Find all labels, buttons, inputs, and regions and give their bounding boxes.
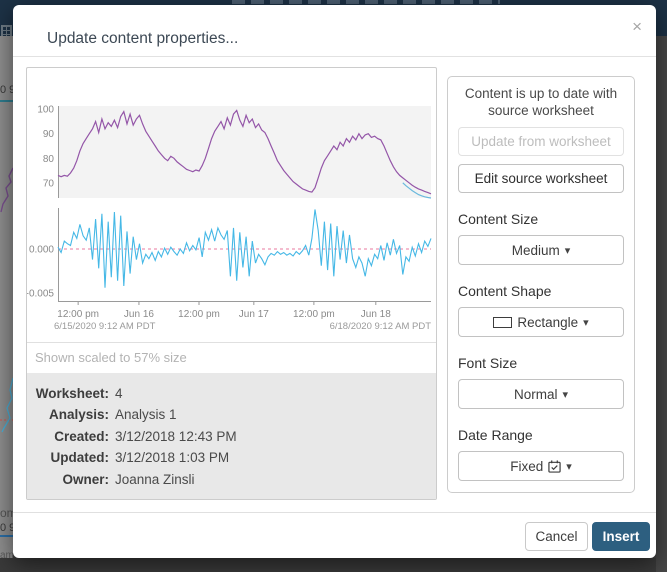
font-size-value: Normal bbox=[513, 386, 558, 402]
background-text-fragment: 0 9 bbox=[0, 84, 13, 96]
rectangle-icon bbox=[493, 316, 513, 328]
metadata-label: Worksheet: bbox=[35, 386, 109, 401]
content-size-value: Medium bbox=[511, 242, 560, 258]
font-size-label: Font Size bbox=[458, 355, 518, 371]
metadata-value: Joanna Zinsli bbox=[115, 471, 195, 487]
metadata-label: Created: bbox=[54, 428, 109, 444]
metadata-row: Created: 3/12/2018 12:43 PM bbox=[27, 426, 436, 447]
svg-text:12:00 pm: 12:00 pm bbox=[57, 309, 99, 320]
svg-text:80: 80 bbox=[43, 154, 55, 165]
metadata-value: 3/12/2018 12:43 PM bbox=[115, 428, 237, 444]
metadata-row: Analysis: Analysis 1 bbox=[27, 404, 436, 425]
calendar-check-icon bbox=[548, 459, 561, 473]
date-range-label: Date Range bbox=[458, 427, 533, 443]
update-content-properties-dialog: Update content properties... × 100 90 80 70… bbox=[13, 5, 656, 558]
metadata-row: Updated: 3/12/2018 1:03 PM bbox=[27, 447, 436, 468]
svg-text:6/18/2020 9:12 AM PDT: 6/18/2020 9:12 AM PDT bbox=[330, 321, 432, 332]
background-chart-fragment bbox=[0, 167, 13, 213]
scaled-note: Shown scaled to 57% size bbox=[27, 342, 436, 373]
worksheet-preview-panel: 100 90 80 70 0.000 -0.005 12:00 pm Jun 16 12:00 … bbox=[26, 67, 437, 500]
background-page-strip: 0 9 om 0 9 am bbox=[0, 36, 13, 560]
background-text-fragment: am bbox=[0, 550, 13, 560]
header-divider bbox=[13, 56, 656, 57]
svg-text:70: 70 bbox=[43, 178, 55, 189]
sync-status-text: Content is up to date with source worksh… bbox=[464, 86, 618, 118]
date-range-value: Fixed bbox=[510, 458, 544, 474]
chevron-down-icon: ▾ bbox=[562, 388, 569, 401]
metadata-label: Updated: bbox=[50, 450, 110, 466]
background-right-strip bbox=[656, 36, 667, 572]
svg-text:Jun 17: Jun 17 bbox=[239, 309, 269, 320]
svg-text:12:00 pm: 12:00 pm bbox=[293, 309, 335, 320]
font-size-dropdown[interactable]: Normal ▾ bbox=[458, 379, 624, 409]
date-range-dropdown[interactable]: Fixed ▾ bbox=[458, 451, 624, 481]
close-icon[interactable]: × bbox=[632, 17, 642, 36]
svg-text:100: 100 bbox=[37, 105, 54, 116]
metadata-row: Owner: Joanna Zinsli bbox=[27, 469, 436, 490]
background-divider bbox=[0, 100, 13, 102]
metadata-label: Owner: bbox=[62, 471, 109, 487]
chevron-down-icon: ▾ bbox=[564, 244, 571, 257]
metadata-box: Worksheet: 4 Analysis: Analysis 1 Create… bbox=[27, 373, 436, 499]
dialog-footer: Cancel Insert bbox=[13, 512, 656, 558]
metadata-label: Analysis: bbox=[48, 407, 109, 423]
background-divider bbox=[0, 535, 13, 537]
clipped-header-text bbox=[232, 0, 500, 4]
update-from-worksheet-button[interactable]: Update from worksheet bbox=[458, 127, 624, 156]
svg-text:0.000: 0.000 bbox=[29, 245, 54, 256]
background-text-fragment: om bbox=[0, 506, 13, 520]
background-text-fragment: 0 9 bbox=[0, 522, 13, 534]
svg-text:-0.005: -0.005 bbox=[27, 289, 54, 300]
content-size-label: Content Size bbox=[458, 211, 539, 227]
content-size-dropdown[interactable]: Medium ▾ bbox=[458, 235, 624, 265]
dialog-title: Update content properties... bbox=[47, 30, 239, 47]
svg-text:6/15/2020 9:12 AM PDT: 6/15/2020 9:12 AM PDT bbox=[54, 321, 156, 332]
background-bottom-bar bbox=[0, 558, 667, 572]
insert-button[interactable]: Insert bbox=[592, 522, 650, 551]
content-shape-dropdown[interactable]: Rectangle ▾ bbox=[458, 307, 624, 337]
metadata-value: Analysis 1 bbox=[115, 407, 177, 423]
metadata-value: 3/12/2018 1:03 PM bbox=[115, 450, 230, 466]
svg-text:12:00 pm: 12:00 pm bbox=[178, 309, 220, 320]
chevron-down-icon: ▾ bbox=[566, 460, 572, 473]
metadata-row: Worksheet: 4 bbox=[27, 383, 436, 404]
content-options-panel: Content is up to date with source worksh… bbox=[447, 76, 635, 493]
cancel-button[interactable]: Cancel bbox=[525, 522, 588, 551]
svg-text:90: 90 bbox=[43, 129, 55, 140]
svg-text:Jun 18: Jun 18 bbox=[361, 309, 391, 320]
svg-text:Jun 16: Jun 16 bbox=[124, 309, 154, 320]
chevron-down-icon: ▾ bbox=[583, 316, 589, 329]
content-shape-label: Content Shape bbox=[458, 283, 552, 299]
edit-source-worksheet-button[interactable]: Edit source worksheet bbox=[458, 164, 624, 193]
background-chart-fragment bbox=[0, 377, 13, 433]
metadata-value: 4 bbox=[115, 386, 123, 401]
content-shape-value: Rectangle bbox=[517, 314, 579, 330]
